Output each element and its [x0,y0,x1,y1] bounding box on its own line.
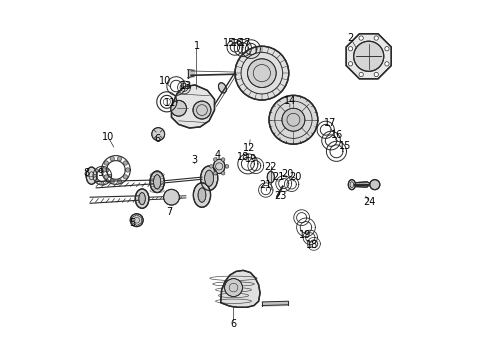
Circle shape [348,46,353,51]
Ellipse shape [135,189,149,208]
Text: 21: 21 [260,180,272,190]
Circle shape [110,157,114,161]
Circle shape [93,174,96,177]
Text: 19: 19 [245,154,258,164]
Text: 12: 12 [243,143,255,153]
Text: 17: 17 [324,118,337,128]
Text: 4: 4 [215,150,221,160]
Ellipse shape [153,175,161,189]
Circle shape [282,108,305,131]
Circle shape [374,72,378,77]
Circle shape [214,158,217,161]
Text: 3: 3 [192,155,198,165]
Circle shape [224,279,243,297]
Polygon shape [220,270,260,307]
Circle shape [354,41,384,71]
Text: 9: 9 [98,168,104,178]
Circle shape [210,165,213,168]
Polygon shape [353,182,370,187]
Circle shape [385,46,389,51]
Circle shape [106,180,109,183]
Circle shape [118,157,122,161]
Circle shape [269,95,318,144]
Ellipse shape [150,171,164,193]
Text: 11: 11 [164,98,176,108]
Ellipse shape [198,188,206,202]
Circle shape [104,161,108,165]
Circle shape [221,171,225,175]
Circle shape [123,161,127,165]
Text: 22: 22 [265,162,277,172]
Text: 15: 15 [339,141,351,151]
Text: 18: 18 [306,239,318,249]
Circle shape [359,36,363,40]
Text: 7: 7 [167,207,173,217]
Circle shape [164,189,179,205]
Circle shape [370,180,380,190]
Text: 14: 14 [284,96,296,106]
Circle shape [102,168,106,172]
Circle shape [374,36,378,40]
Text: 15: 15 [222,38,235,48]
Ellipse shape [139,193,146,205]
Text: 5: 5 [129,218,135,228]
Text: 6: 6 [230,319,237,329]
Ellipse shape [219,83,226,93]
Text: 23: 23 [274,191,286,201]
Circle shape [348,62,353,66]
Text: 20: 20 [289,172,301,182]
Text: 16: 16 [231,38,243,48]
Circle shape [96,180,98,183]
Circle shape [104,175,108,179]
Polygon shape [172,85,215,128]
Circle shape [118,179,122,183]
Ellipse shape [200,166,218,190]
Text: 18: 18 [237,152,249,162]
Text: 6: 6 [154,134,160,144]
Circle shape [106,169,109,172]
Circle shape [235,46,289,100]
Circle shape [152,128,165,140]
Text: 20: 20 [281,168,294,179]
Text: 24: 24 [364,197,376,207]
Circle shape [247,59,276,87]
Ellipse shape [205,170,214,186]
Circle shape [221,158,225,161]
Text: 10: 10 [159,76,171,86]
Circle shape [214,171,217,175]
Text: 16: 16 [331,130,343,140]
Circle shape [123,175,127,179]
Text: 1: 1 [194,41,199,50]
Circle shape [101,167,104,170]
Circle shape [108,174,111,177]
Ellipse shape [194,183,211,207]
Circle shape [96,169,98,172]
Text: 17: 17 [239,38,251,48]
Ellipse shape [214,159,225,174]
Circle shape [101,182,104,185]
Circle shape [385,62,389,66]
Circle shape [359,72,363,77]
Ellipse shape [86,167,97,184]
Text: 10: 10 [102,132,114,142]
Circle shape [110,179,114,183]
Circle shape [125,168,130,172]
Text: 2: 2 [348,33,354,43]
Ellipse shape [267,171,274,183]
Text: 8: 8 [83,168,90,178]
Circle shape [171,100,187,116]
Text: 13: 13 [180,81,192,91]
Circle shape [225,165,229,168]
Ellipse shape [348,180,355,190]
Polygon shape [346,34,391,79]
Text: 19: 19 [299,230,311,239]
Circle shape [193,101,211,119]
Circle shape [130,214,143,226]
Text: 21: 21 [272,172,284,182]
